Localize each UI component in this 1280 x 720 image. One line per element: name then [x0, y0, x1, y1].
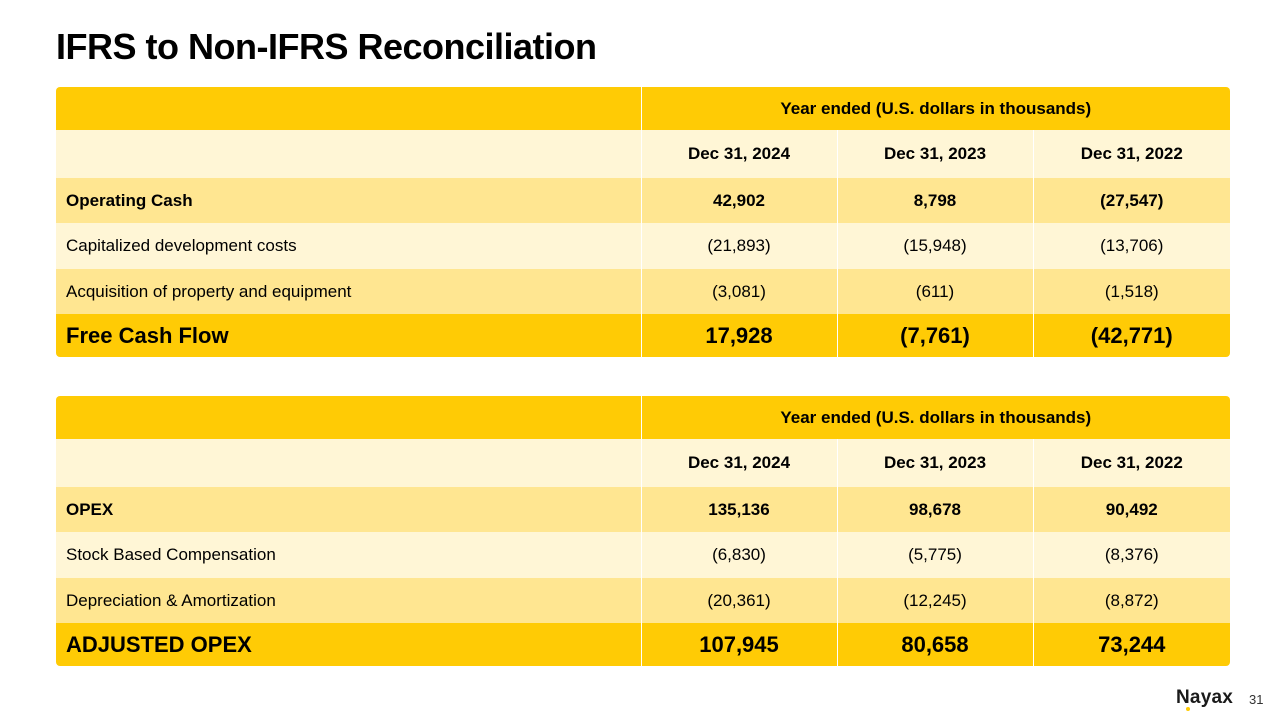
cell-value: (12,245) — [836, 578, 1033, 623]
year-ended-header: Year ended (U.S. dollars in thousands) — [640, 87, 1231, 130]
cell-value: (15,948) — [836, 223, 1033, 269]
row-label-acquisition-of-property: Acquisition of property and equipment — [56, 269, 641, 314]
column-header-2022: Dec 31, 2022 — [1032, 439, 1231, 487]
cell-value: 8,798 — [836, 178, 1033, 223]
cell-value: (6,830) — [640, 532, 837, 578]
row-label-depreciation-amortization: Depreciation & Amortization — [56, 578, 641, 623]
total-value: 17,928 — [640, 314, 837, 357]
cell-value: (1,518) — [1032, 269, 1231, 314]
dates-blank-cell — [56, 130, 641, 178]
header-blank-cell — [56, 87, 641, 130]
cell-value: (611) — [836, 269, 1033, 314]
table-header-row: Year ended (U.S. dollars in thousands) — [56, 87, 1231, 130]
logo-accent-dot — [1186, 707, 1190, 711]
cell-value: 135,136 — [640, 487, 837, 532]
table-row: OPEX 135,136 98,678 90,492 — [56, 487, 1231, 532]
row-label-stock-based-compensation: Stock Based Compensation — [56, 532, 641, 578]
year-ended-header: Year ended (U.S. dollars in thousands) — [640, 396, 1231, 439]
column-header-2023: Dec 31, 2023 — [836, 130, 1033, 178]
total-value: (7,761) — [836, 314, 1033, 357]
cell-value: (8,872) — [1032, 578, 1231, 623]
header-blank-cell — [56, 396, 641, 439]
cell-value: (8,376) — [1032, 532, 1231, 578]
table-row: Stock Based Compensation (6,830) (5,775)… — [56, 532, 1231, 578]
row-label-adjusted-opex: ADJUSTED OPEX — [56, 623, 641, 666]
cell-value: 42,902 — [640, 178, 837, 223]
total-value: 107,945 — [640, 623, 837, 666]
total-row: Free Cash Flow 17,928 (7,761) (42,771) — [56, 314, 1231, 357]
adjusted-opex-table: Year ended (U.S. dollars in thousands) D… — [56, 396, 1231, 666]
row-label-free-cash-flow: Free Cash Flow — [56, 314, 641, 357]
cell-value: (21,893) — [640, 223, 837, 269]
table-header-row: Year ended (U.S. dollars in thousands) — [56, 396, 1231, 439]
column-header-2024: Dec 31, 2024 — [640, 130, 837, 178]
cell-value: 90,492 — [1032, 487, 1231, 532]
column-dates-row: Dec 31, 2024 Dec 31, 2023 Dec 31, 2022 — [56, 130, 1231, 178]
cell-value: (5,775) — [836, 532, 1033, 578]
nayax-logo: Nayax — [1176, 687, 1233, 708]
total-row: ADJUSTED OPEX 107,945 80,658 73,244 — [56, 623, 1231, 666]
table-row: Operating Cash 42,902 8,798 (27,547) — [56, 178, 1231, 223]
cell-value: (13,706) — [1032, 223, 1231, 269]
row-label-operating-cash: Operating Cash — [56, 178, 641, 223]
column-header-2022: Dec 31, 2022 — [1032, 130, 1231, 178]
total-value: 80,658 — [836, 623, 1033, 666]
column-dates-row: Dec 31, 2024 Dec 31, 2023 Dec 31, 2022 — [56, 439, 1231, 487]
total-value: 73,244 — [1032, 623, 1231, 666]
total-value: (42,771) — [1032, 314, 1231, 357]
table-row: Acquisition of property and equipment (3… — [56, 269, 1231, 314]
page-title: IFRS to Non-IFRS Reconciliation — [56, 26, 597, 67]
cell-value: (20,361) — [640, 578, 837, 623]
row-label-capitalized-development-costs: Capitalized development costs — [56, 223, 641, 269]
column-header-2024: Dec 31, 2024 — [640, 439, 837, 487]
table-row: Capitalized development costs (21,893) (… — [56, 223, 1231, 269]
column-header-2023: Dec 31, 2023 — [836, 439, 1033, 487]
table-row: Depreciation & Amortization (20,361) (12… — [56, 578, 1231, 623]
page-number: 31 — [1249, 692, 1264, 707]
cell-value: (3,081) — [640, 269, 837, 314]
row-label-opex: OPEX — [56, 487, 641, 532]
cell-value: 98,678 — [836, 487, 1033, 532]
cell-value: (27,547) — [1032, 178, 1231, 223]
dates-blank-cell — [56, 439, 641, 487]
free-cash-flow-table: Year ended (U.S. dollars in thousands) D… — [56, 87, 1231, 357]
